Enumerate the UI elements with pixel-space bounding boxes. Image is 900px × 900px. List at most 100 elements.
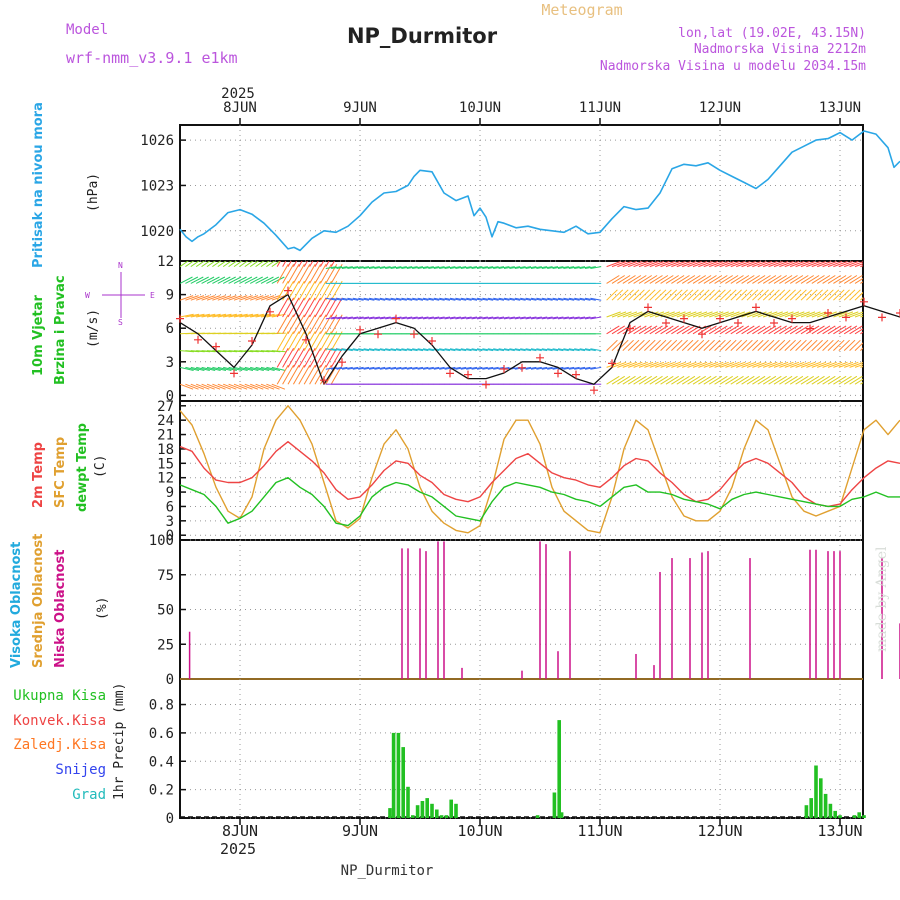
- wind-arrow: [476, 266, 488, 269]
- cloud-panel-labels: Visoka Oblacnost Srednja Oblacnost Niska…: [9, 534, 110, 668]
- wind-arrow: [325, 261, 330, 267]
- precip-bar: [838, 815, 842, 818]
- wind-arrow: [871, 262, 885, 267]
- wind-arrow: [779, 361, 794, 368]
- wind-arrow: [433, 297, 445, 301]
- wind-arrow: [827, 289, 840, 301]
- wind-arrow: [800, 339, 813, 351]
- wind-arrow: [476, 366, 488, 370]
- wind-arrow: [816, 339, 829, 351]
- precip-bar: [833, 810, 837, 818]
- wind-arrow: [644, 339, 656, 351]
- wind-arrow: [854, 263, 863, 268]
- wind-arrow: [806, 311, 821, 318]
- wind-arrow: [298, 261, 303, 267]
- wind-gust-mark: [590, 386, 598, 395]
- wind-gust-mark: [338, 358, 346, 367]
- wind-arrow: [185, 276, 199, 284]
- wind-arrow: [449, 297, 461, 301]
- wind-arrow: [412, 266, 424, 269]
- wind-arrow: [784, 311, 800, 318]
- wind-arrow: [309, 261, 314, 267]
- wind-arrow: [752, 311, 767, 318]
- wind-arrow: [498, 297, 510, 301]
- y-tick-label: 1023: [140, 178, 174, 194]
- wind-arrow: [665, 339, 678, 351]
- wind-arrow: [822, 275, 836, 284]
- wind-arrow: [552, 366, 564, 370]
- wind-arrow: [590, 366, 602, 370]
- wind-arrow: [811, 325, 825, 335]
- wind-arrow: [498, 266, 510, 269]
- wind-arrow: [671, 339, 683, 351]
- wind-arrow: [816, 375, 831, 385]
- wind-arrow: [460, 366, 472, 370]
- wind-arrow: [590, 297, 602, 301]
- wind-arrow: [190, 276, 204, 284]
- temp-2m-line: [179, 441, 900, 508]
- wind-arrow: [709, 361, 724, 368]
- wind-arrow: [882, 262, 896, 267]
- wind-gust-mark: [428, 337, 436, 345]
- top-day-label: 10JUN: [459, 100, 501, 116]
- wind-arrow: [779, 275, 793, 284]
- wind-arrow: [644, 325, 658, 335]
- wind-arrow: [752, 339, 764, 351]
- wind-arrow: [893, 262, 900, 267]
- wind-arrow: [250, 366, 264, 371]
- wind-arrow: [687, 289, 699, 301]
- wind-arrow: [866, 276, 879, 284]
- wind-gust-mark: [806, 324, 814, 333]
- wind-arrow: [752, 275, 766, 284]
- panel-frames: [179, 124, 864, 819]
- wind-arrow: [385, 348, 397, 352]
- wind-arrow: [358, 266, 370, 269]
- wind-arrow: [806, 275, 820, 284]
- wind-arrow: [271, 276, 285, 284]
- wind-arrow: [627, 339, 640, 351]
- wind-arrow: [536, 316, 548, 320]
- wind-arrow: [260, 276, 274, 284]
- wind-arrow: [649, 325, 663, 335]
- wind-arrow: [882, 362, 896, 367]
- wind-gust-mark: [284, 286, 292, 295]
- wind-arrow: [422, 348, 434, 352]
- wind-arrow: [854, 342, 863, 351]
- wind-arrow: [590, 316, 602, 320]
- wind-arrow: [789, 375, 804, 385]
- wind-arrow: [655, 361, 670, 368]
- wind-arrow: [611, 325, 625, 335]
- wind-arrow: [665, 289, 678, 301]
- wind-arrow: [741, 375, 755, 385]
- wind-arrow: [617, 289, 629, 301]
- wind-arrow: [185, 261, 195, 268]
- top-day-label: 9JUN: [343, 100, 377, 116]
- wind-arrow: [676, 325, 690, 335]
- wind-arrow: [325, 266, 337, 269]
- wind-arrow: [795, 275, 809, 284]
- wind-arrow: [358, 348, 370, 352]
- wind-arrow: [217, 313, 232, 318]
- wind-arrow: [714, 261, 729, 268]
- wind-arrow: [871, 290, 882, 300]
- wind-arrow: [843, 325, 858, 335]
- wind-arrow: [374, 297, 386, 301]
- wind-arrow: [671, 261, 686, 268]
- wind-arrow: [692, 339, 705, 351]
- wind-compass: W E N S: [85, 261, 155, 327]
- wind-arrow: [185, 295, 199, 301]
- wind-gust-mark: [878, 313, 886, 322]
- wind-arrow: [433, 316, 445, 320]
- wind-arrow: [806, 289, 818, 301]
- wind-arrow: [827, 375, 841, 385]
- wind-arrow: [525, 348, 537, 352]
- wind-arrow: [482, 348, 494, 352]
- wind-arrow: [628, 311, 643, 318]
- wind-arrow: [228, 383, 242, 390]
- wind-gust-mark: [500, 365, 508, 373]
- wind-arrow: [714, 361, 729, 368]
- wind-arrow: [557, 297, 569, 301]
- wind-arrow: [854, 277, 863, 284]
- wind-gust-mark: [716, 314, 724, 323]
- top-year-label: 2025: [221, 86, 255, 102]
